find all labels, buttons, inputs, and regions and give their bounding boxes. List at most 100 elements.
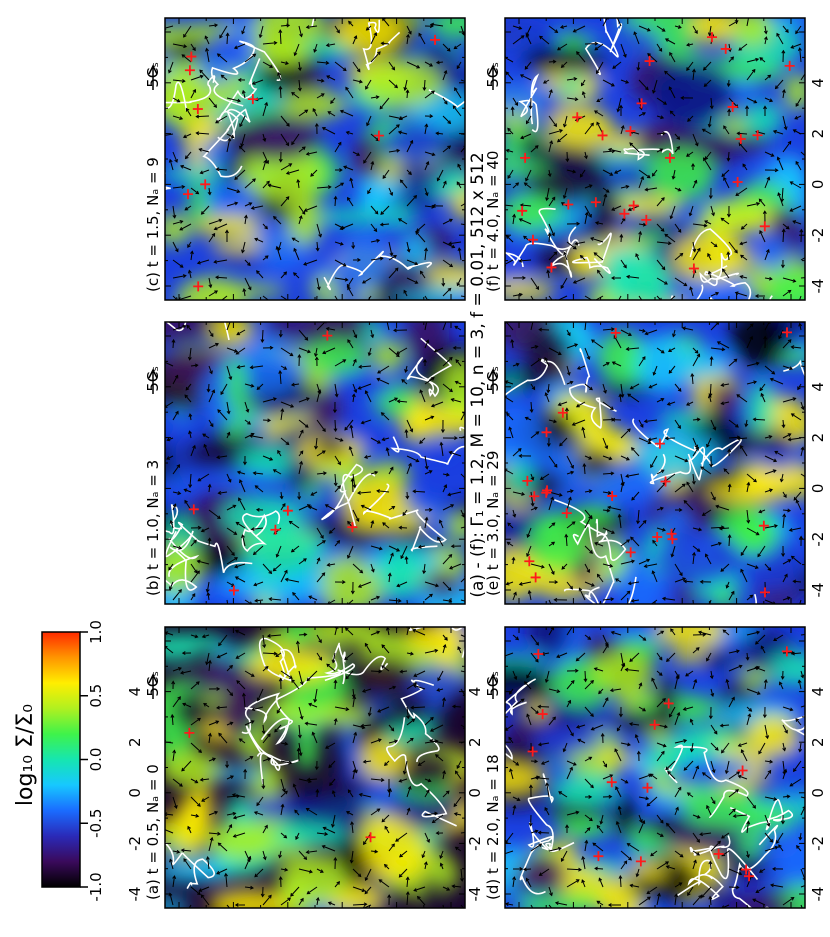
sink-marker [660, 476, 671, 487]
reference-arrow-label: 5Cₛ [484, 62, 502, 88]
sink-particles [182, 34, 441, 292]
panel-ticks [165, 322, 465, 604]
sink-marker [781, 646, 792, 657]
sink-marker [541, 427, 552, 438]
sink-marker [688, 263, 699, 274]
axis-tick-label-a: 0 [126, 788, 144, 798]
sink-marker [533, 649, 544, 660]
colorbar-tick-label: 0.0 [87, 748, 105, 772]
sink-marker [744, 871, 755, 882]
axis-tick-label-f: 2 [809, 129, 827, 139]
sink-marker [635, 856, 646, 867]
sink-marker [192, 103, 203, 114]
sink-marker [597, 130, 608, 141]
sink-marker [200, 179, 211, 190]
sink-marker [182, 189, 193, 200]
axis-tick-label-d: 2 [809, 737, 827, 747]
sink-marker [546, 262, 557, 273]
density-contours [505, 18, 773, 300]
sink-marker [557, 407, 568, 418]
reference-arrow: 5Cₛ [144, 62, 162, 90]
sink-marker [720, 43, 731, 54]
sink-marker [649, 719, 660, 730]
panel-label: (d) t = 2.0, Nₐ = 18 [484, 754, 502, 900]
sink-marker [664, 152, 675, 163]
sink-marker [759, 587, 770, 598]
sink-marker [193, 281, 204, 292]
sink-marker [741, 864, 752, 875]
axis-tick-label-d: 0 [466, 788, 484, 798]
panel-label: (c) t = 1.5, Nₐ = 9 [144, 157, 162, 292]
axis-tick-label-f: -4 [809, 279, 827, 294]
axis-tick-label-d: -4 [809, 887, 827, 902]
density-contours [165, 322, 465, 591]
sink-marker [619, 208, 630, 219]
sink-particles [184, 727, 376, 843]
axis-tick-label-d: 0 [809, 788, 827, 798]
sink-marker [625, 547, 636, 558]
sink-marker [610, 327, 621, 338]
panel-ticks [165, 627, 465, 908]
sink-marker [628, 200, 639, 211]
sink-marker [530, 572, 541, 583]
reference-arrow-label: 5Cₛ [484, 366, 502, 392]
panel-label: (a) t = 0.5, Nₐ = 0 [144, 764, 162, 900]
sink-marker [593, 851, 604, 862]
sink-particles [527, 646, 792, 882]
sink-marker [607, 490, 618, 501]
sink-marker [270, 524, 281, 535]
axis-tick-label-d: -2 [809, 836, 827, 851]
reference-arrow: 5Cₛ [144, 366, 162, 394]
sink-marker [641, 214, 652, 225]
sink-marker [707, 32, 718, 43]
sink-marker [347, 522, 358, 533]
sink-marker [606, 777, 617, 788]
colorbar-strip [41, 631, 81, 888]
density-field [505, 627, 805, 908]
sink-marker [737, 765, 748, 776]
sink-marker [758, 520, 769, 531]
sink-particles [188, 330, 358, 596]
sink-marker [430, 34, 441, 45]
axis-tick-label-a: -2 [126, 836, 144, 851]
sink-marker [727, 101, 738, 112]
sink-marker [642, 782, 653, 793]
sink-marker [228, 585, 239, 596]
density-field [505, 18, 805, 300]
sink-marker [184, 727, 195, 738]
sink-marker [561, 508, 572, 519]
axis-tick-label-f: 4 [809, 78, 827, 88]
colorbar-tick-label: 0.5 [87, 684, 105, 708]
colorbar: -1.0 -0.5 0.0 0.5 1.0 log₁₀ Σ/Σ₀ [13, 620, 105, 902]
sink-marker [517, 205, 528, 216]
sink-marker [322, 330, 333, 341]
panel-ticks [505, 18, 805, 300]
sink-marker [541, 487, 552, 498]
velocity-arrows [505, 18, 805, 300]
velocity-arrows [165, 627, 465, 908]
sink-marker [527, 746, 538, 757]
panel-a: (a) t = 0.5, Nₐ = 0 5Cₛ [144, 626, 466, 909]
sink-marker [188, 504, 199, 515]
panel-c: (c) t = 1.5, Nₐ = 9 5Cₛ [144, 17, 466, 301]
sink-marker [572, 112, 583, 123]
sink-marker [667, 534, 678, 545]
sink-marker [752, 130, 763, 141]
axis-tick-label-d: 4 [809, 687, 827, 697]
panel-f: (f) t = 4.0, Nₐ = 40 5Cₛ [484, 17, 806, 301]
panel-b: (b) t = 1.0, Nₐ = 3 5Cₛ [144, 321, 466, 605]
density-contours [505, 678, 805, 908]
sink-marker [652, 531, 663, 542]
velocity-arrows [505, 322, 805, 604]
axis-tick-label-e: 4 [809, 382, 827, 392]
sink-marker [784, 60, 795, 71]
sink-marker [636, 98, 647, 109]
colorbar-tick-label: 1.0 [87, 620, 105, 644]
sink-marker [625, 126, 636, 137]
density-field [505, 322, 805, 604]
axis-tick-label-e: 2 [809, 433, 827, 443]
axis-tick-label-e: 0 [809, 484, 827, 494]
sink-marker [373, 130, 384, 141]
